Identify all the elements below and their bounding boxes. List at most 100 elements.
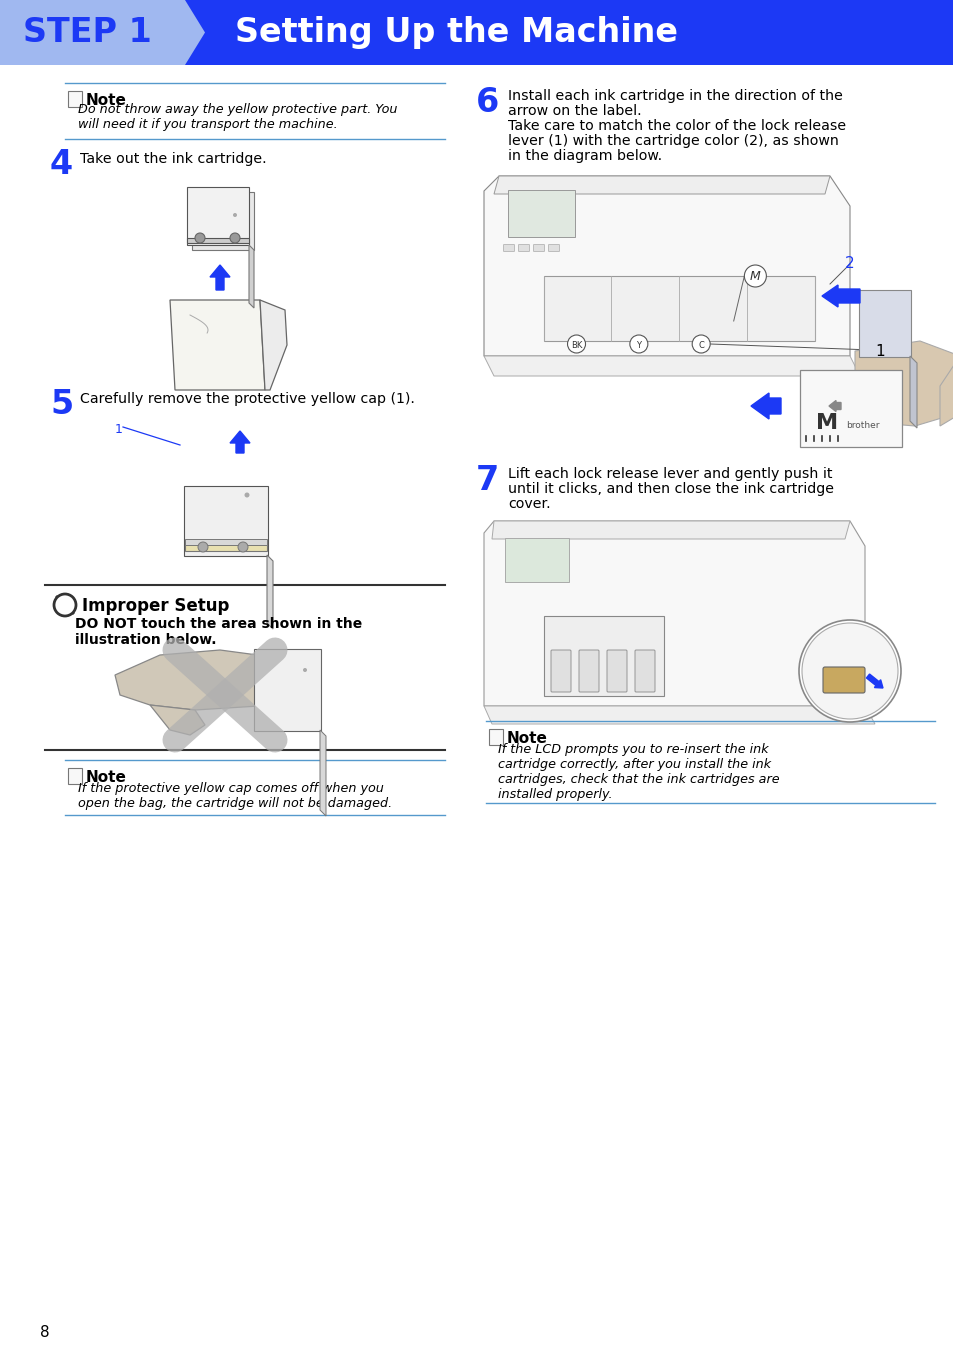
FancyArrow shape — [828, 400, 841, 412]
Polygon shape — [494, 176, 829, 195]
Text: 1: 1 — [874, 345, 883, 359]
FancyBboxPatch shape — [518, 245, 529, 251]
FancyBboxPatch shape — [504, 538, 568, 582]
Text: cartridge correctly, after you install the ink: cartridge correctly, after you install t… — [497, 758, 770, 771]
Text: 4: 4 — [50, 149, 73, 181]
Text: arrow on the label.: arrow on the label. — [507, 104, 641, 118]
FancyBboxPatch shape — [858, 290, 910, 357]
Polygon shape — [483, 521, 864, 707]
FancyBboxPatch shape — [192, 192, 253, 250]
Circle shape — [692, 335, 709, 353]
Text: until it clicks, and then close the ink cartridge: until it clicks, and then close the ink … — [507, 482, 833, 496]
Circle shape — [743, 265, 765, 286]
Text: M: M — [749, 269, 760, 282]
Text: 5: 5 — [50, 388, 73, 422]
Text: cartridges, check that the ink cartridges are: cartridges, check that the ink cartridge… — [497, 773, 779, 786]
FancyBboxPatch shape — [543, 616, 663, 696]
Polygon shape — [170, 300, 265, 390]
Text: Note: Note — [86, 770, 127, 785]
Circle shape — [54, 594, 76, 616]
FancyBboxPatch shape — [551, 650, 571, 692]
Polygon shape — [267, 555, 273, 630]
Circle shape — [237, 542, 248, 553]
FancyArrow shape — [210, 265, 230, 290]
Text: Take care to match the color of the lock release: Take care to match the color of the lock… — [507, 119, 845, 132]
FancyBboxPatch shape — [68, 91, 82, 107]
Circle shape — [194, 232, 205, 243]
FancyArrow shape — [865, 674, 882, 688]
FancyArrow shape — [230, 431, 250, 453]
Text: Do not throw away the yellow protective part. You: Do not throw away the yellow protective … — [78, 103, 397, 116]
Circle shape — [799, 620, 900, 721]
Text: open the bag, the cartridge will not be damaged.: open the bag, the cartridge will not be … — [78, 797, 392, 811]
Text: DO NOT touch the area shown in the: DO NOT touch the area shown in the — [75, 617, 362, 631]
Polygon shape — [150, 705, 205, 735]
Text: 8: 8 — [40, 1325, 50, 1340]
Polygon shape — [854, 340, 953, 426]
FancyBboxPatch shape — [800, 370, 901, 447]
Text: If the LCD prompts you to re-insert the ink: If the LCD prompts you to re-insert the … — [497, 743, 768, 757]
Polygon shape — [483, 176, 849, 357]
FancyBboxPatch shape — [543, 276, 814, 340]
Circle shape — [198, 542, 208, 553]
Polygon shape — [909, 357, 916, 428]
FancyBboxPatch shape — [822, 667, 864, 693]
Text: cover.: cover. — [507, 497, 550, 511]
Text: 7: 7 — [476, 463, 498, 497]
FancyBboxPatch shape — [185, 539, 267, 544]
Polygon shape — [249, 245, 253, 308]
Text: 1: 1 — [115, 423, 123, 436]
FancyBboxPatch shape — [187, 186, 249, 245]
FancyBboxPatch shape — [548, 245, 558, 251]
Polygon shape — [0, 0, 205, 65]
Text: Install each ink cartridge in the direction of the: Install each ink cartridge in the direct… — [507, 89, 842, 103]
FancyBboxPatch shape — [635, 650, 655, 692]
Text: C: C — [698, 340, 703, 350]
FancyBboxPatch shape — [187, 238, 249, 243]
Text: Setting Up the Machine: Setting Up the Machine — [234, 16, 678, 49]
Text: in the diagram below.: in the diagram below. — [507, 149, 661, 163]
FancyBboxPatch shape — [578, 650, 598, 692]
Text: 2: 2 — [844, 255, 854, 272]
Text: Lift each lock release lever and gently push it: Lift each lock release lever and gently … — [507, 467, 832, 481]
Text: M: M — [815, 413, 838, 434]
FancyBboxPatch shape — [68, 767, 82, 784]
FancyBboxPatch shape — [606, 650, 626, 692]
FancyBboxPatch shape — [507, 190, 575, 236]
Polygon shape — [939, 357, 953, 426]
FancyBboxPatch shape — [533, 245, 544, 251]
Circle shape — [303, 667, 307, 671]
Circle shape — [244, 493, 250, 497]
Text: brother: brother — [845, 422, 879, 430]
FancyBboxPatch shape — [185, 543, 267, 551]
Circle shape — [230, 232, 240, 243]
Text: will need it if you transport the machine.: will need it if you transport the machin… — [78, 118, 337, 131]
Text: installed properly.: installed properly. — [497, 788, 612, 801]
FancyArrow shape — [750, 393, 781, 419]
Text: If the protective yellow cap comes off when you: If the protective yellow cap comes off w… — [78, 782, 383, 794]
Polygon shape — [483, 707, 874, 724]
Polygon shape — [319, 730, 326, 816]
Text: Note: Note — [86, 93, 127, 108]
FancyBboxPatch shape — [489, 730, 502, 744]
Polygon shape — [115, 650, 285, 711]
Text: Take out the ink cartridge.: Take out the ink cartridge. — [80, 153, 266, 166]
FancyBboxPatch shape — [0, 0, 953, 65]
Text: Improper Setup: Improper Setup — [82, 597, 229, 615]
Text: Y: Y — [636, 340, 640, 350]
FancyBboxPatch shape — [253, 648, 320, 731]
Polygon shape — [483, 357, 859, 376]
Text: illustration below.: illustration below. — [75, 634, 216, 647]
Circle shape — [567, 335, 585, 353]
Text: STEP 1: STEP 1 — [23, 16, 152, 49]
Text: 6: 6 — [476, 86, 498, 119]
Circle shape — [801, 623, 897, 719]
FancyBboxPatch shape — [184, 486, 268, 557]
Text: BK: BK — [570, 340, 581, 350]
Circle shape — [629, 335, 647, 353]
Polygon shape — [260, 300, 287, 390]
Text: Carefully remove the protective yellow cap (1).: Carefully remove the protective yellow c… — [80, 392, 415, 407]
Text: lever (1) with the cartridge color (2), as shown: lever (1) with the cartridge color (2), … — [507, 134, 838, 149]
Polygon shape — [492, 521, 849, 539]
Text: Note: Note — [506, 731, 547, 746]
